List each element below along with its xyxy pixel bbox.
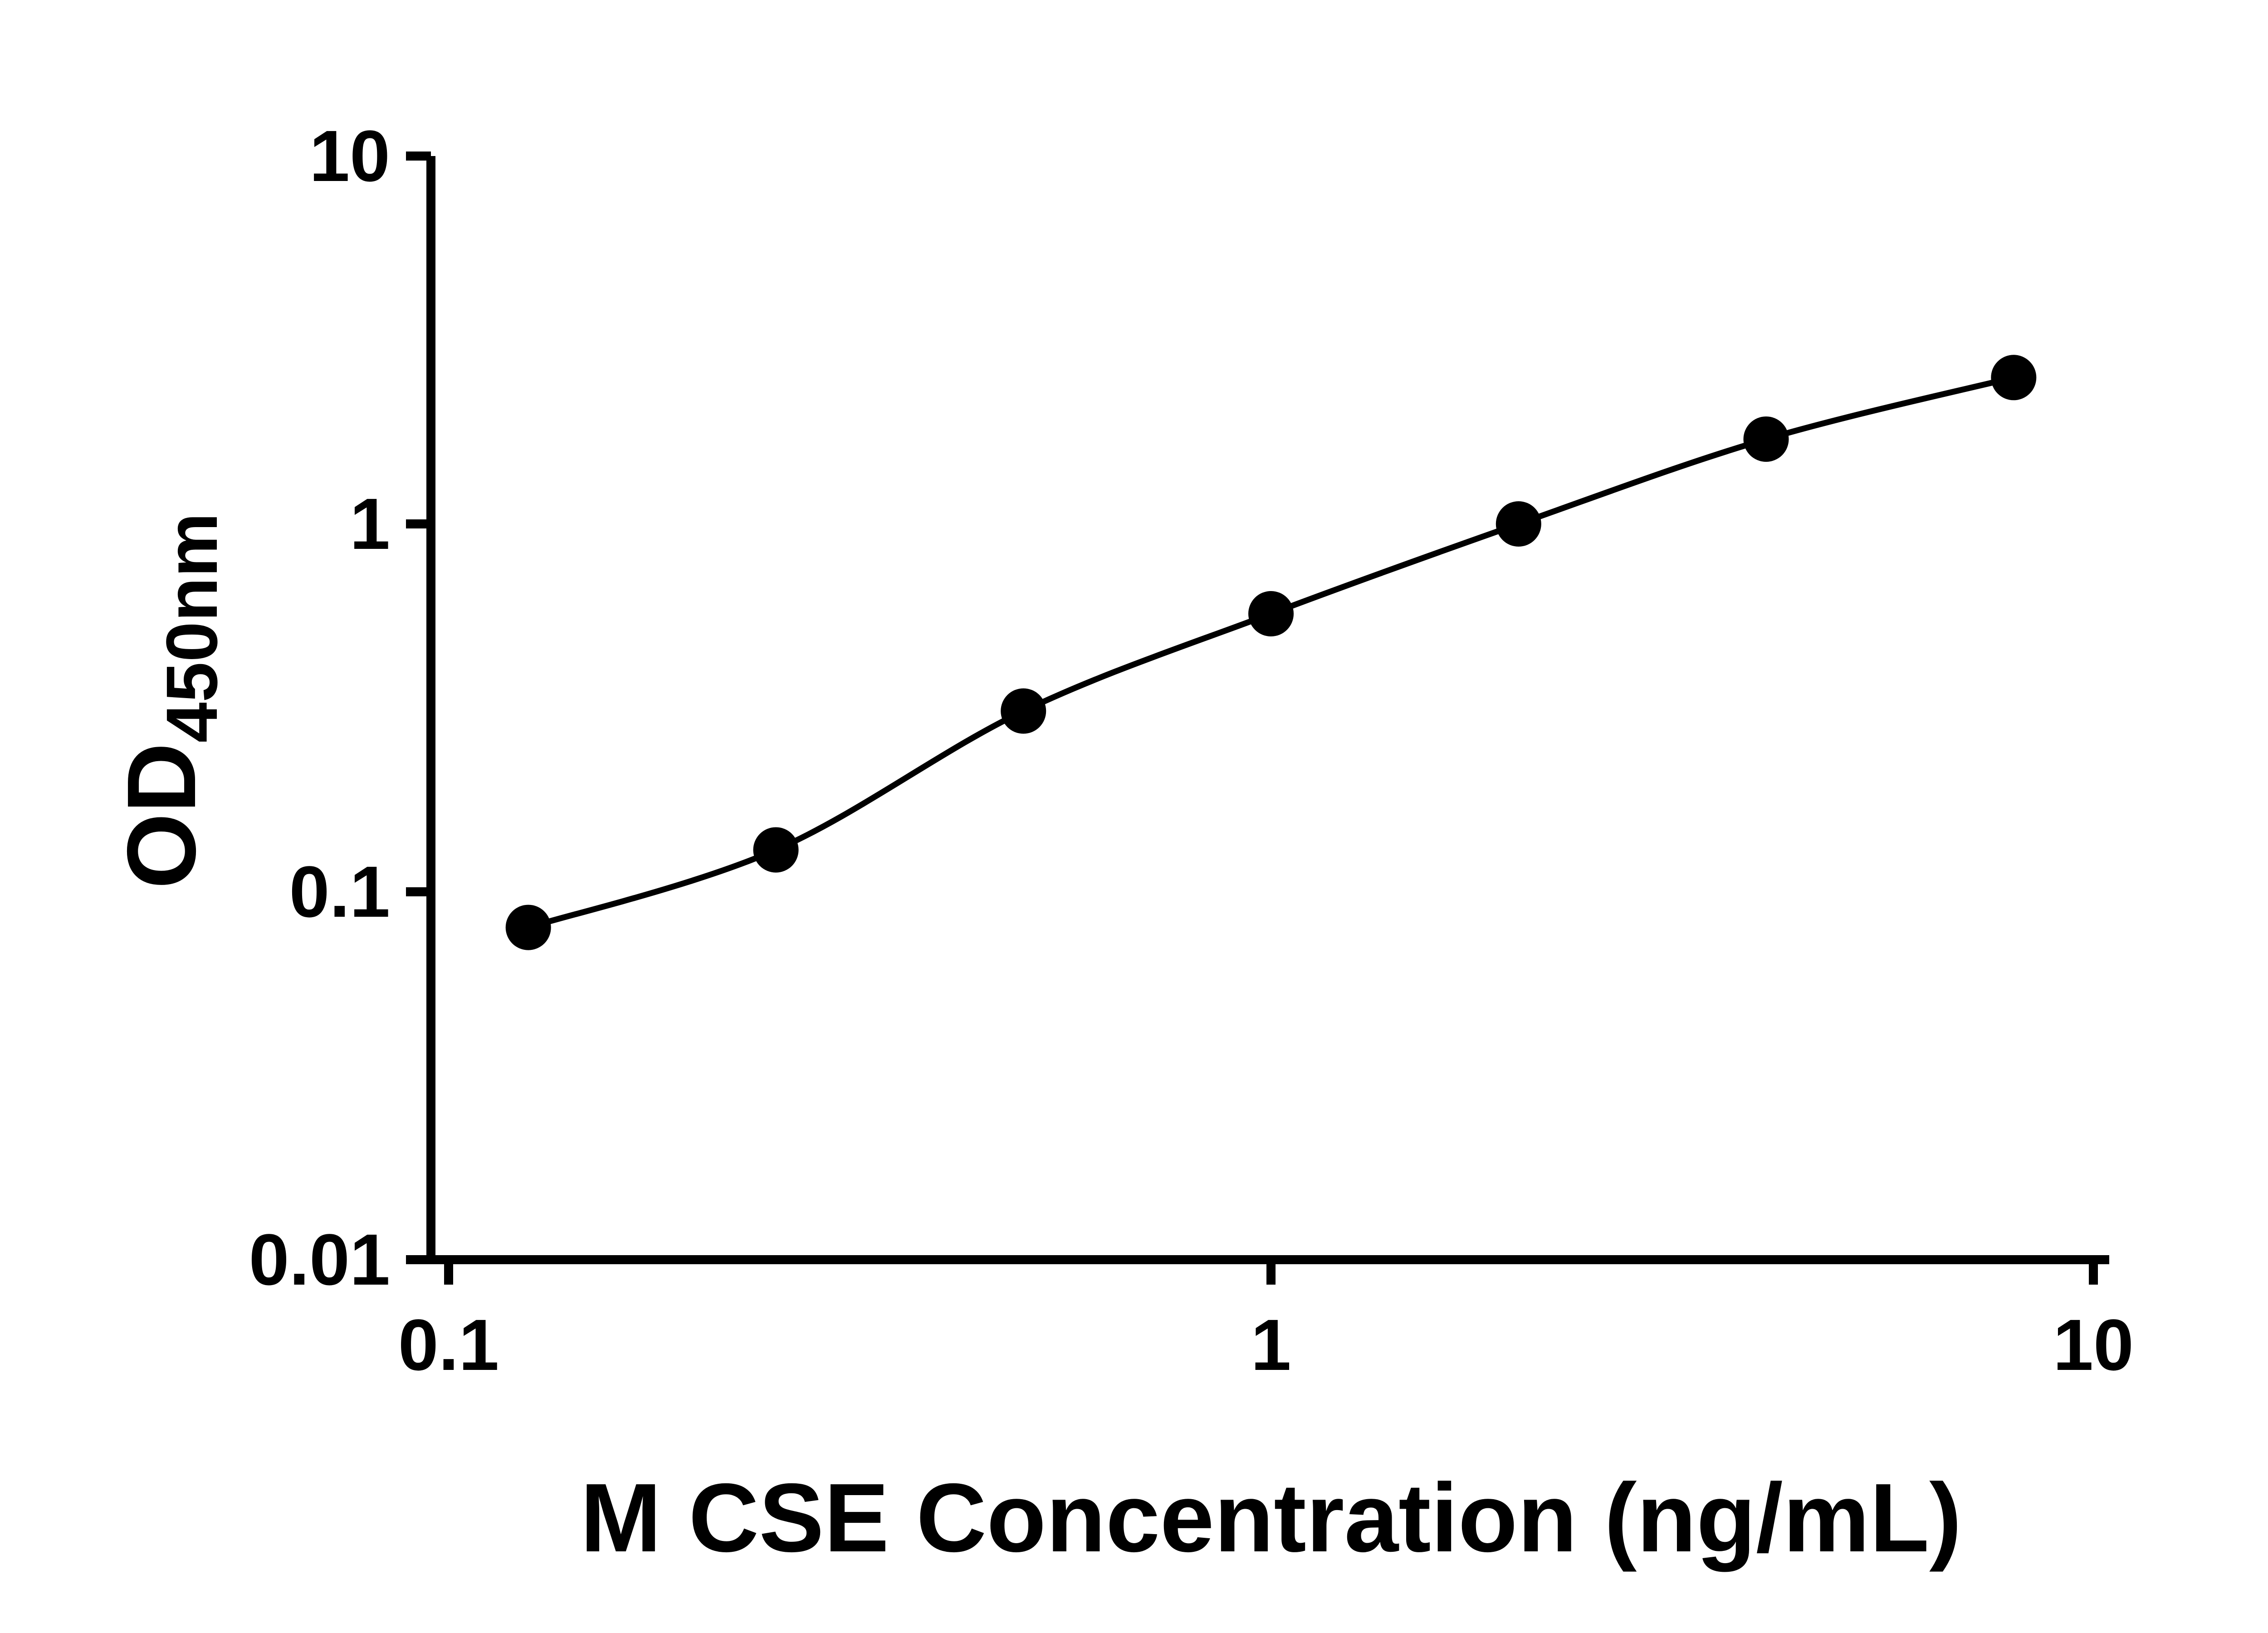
data-point	[753, 827, 799, 873]
x-axis-title: M CSE Concentration (ng/mL)	[580, 1463, 1962, 1572]
x-axis-tick-label: 0.1	[398, 1304, 499, 1385]
y-axis-tick-label: 10	[309, 115, 390, 196]
y-axis-tick-label: 1	[350, 483, 390, 564]
data-point	[1001, 688, 1046, 734]
x-axis-tick-label: 1	[1251, 1304, 1291, 1385]
fit-curve	[527, 374, 2014, 930]
y-axis-title: OD450nm	[107, 513, 232, 889]
y-axis-title-main: OD	[107, 743, 216, 889]
y-axis-title-sub: 450nm	[151, 513, 232, 743]
data-series	[505, 355, 2037, 950]
x-axis-tick-label: 10	[2053, 1304, 2134, 1385]
axis-spines	[426, 156, 2109, 1264]
data-point	[505, 905, 551, 950]
data-point	[1496, 501, 1541, 547]
data-point	[1991, 355, 2037, 401]
data-point	[1743, 416, 1789, 462]
axes	[406, 152, 2109, 1285]
data-point	[1248, 591, 1294, 636]
y-axis-tick-label: 0.01	[249, 1219, 390, 1300]
y-axis-tick-label: 0.1	[289, 851, 390, 932]
